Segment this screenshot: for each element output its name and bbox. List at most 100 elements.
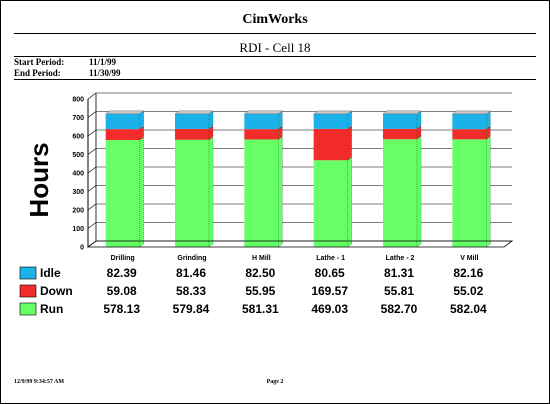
floor [86,240,514,248]
y-tick-label: 600 [72,134,84,141]
bar-top [313,110,353,115]
bar-side-run [347,156,352,248]
bar-top [105,110,145,115]
y-tick-label: 200 [72,208,84,215]
bar-segment-idle [175,113,209,129]
bar-segment-run [105,140,140,247]
y-axis-label: Hours [24,142,54,217]
legend-swatch-down [19,284,37,298]
footer-timestamp: 12/9/99 9:34:57 AM [14,379,64,385]
value-label: 55.81 [384,284,414,298]
value-label: 579.84 [173,302,210,316]
bar-side-down [347,125,352,161]
header-divider [14,79,536,80]
value-label: 582.70 [381,302,418,316]
x-tick-label: Drilling [111,255,135,262]
legend-label-run: Run [40,302,63,316]
gridline-depth [87,166,97,174]
bar-segment-down [105,129,140,141]
axes: 0 100 200 300 400 500 600 700 800 Drilling Grindin… [72,93,514,262]
subtitle-divider [14,56,536,57]
bar-top [382,110,422,115]
bar-side-idle [347,110,352,130]
y-tick-label: 500 [72,152,84,159]
start-period-label: Start Period: [14,57,65,67]
bar-side-down [278,125,283,140]
y-tick-label: 800 [72,97,84,104]
x-tick-label: V Mill [460,255,478,262]
legend-label-down: Down [40,284,73,298]
value-label: 55.95 [245,284,275,298]
gridline-depth [87,129,97,137]
bar-segment-down [383,128,417,140]
footer-page-number: Page 2 [266,379,284,385]
gridline-depth [87,111,97,118]
value-label: 582.04 [450,302,487,316]
end-period-value: 11/30/99 [89,68,121,78]
bar-segment-idle [383,113,417,129]
value-label: 169.57 [311,284,348,298]
legend-label-idle: Idle [40,266,61,280]
value-label: 82.16 [453,266,483,280]
bar-segment-idle [452,113,487,130]
bar-segment-run [452,139,487,247]
bar-segment-down [244,129,279,140]
end-period-label: End Period: [14,68,61,78]
x-tick-label: H Mill [252,255,271,262]
value-label: 82.50 [245,266,275,280]
bar-side-down [486,125,491,140]
bar-top [174,110,214,115]
bar-segment-idle [313,113,348,129]
gridline-depth [87,92,97,100]
legend-swatch-idle [19,266,37,280]
y-tick-label: 100 [72,226,84,233]
gridline-depth [87,203,97,211]
value-label: 82.39 [107,266,137,280]
value-label: 55.02 [453,284,483,298]
value-label: 578.13 [103,302,140,316]
bar-side-idle [208,110,214,130]
y-tick-label: 400 [72,171,84,178]
bar-top [243,110,283,115]
gridlines [87,92,512,248]
bar-side-run [486,135,491,248]
title-divider [14,33,536,34]
bar-segment-down [175,128,209,140]
value-label: 59.08 [107,284,137,298]
x-tick-label: Lathe - 1 [316,255,345,262]
legend-swatch-run [19,302,37,316]
value-label: 81.46 [176,266,206,280]
bar-side-run [139,136,144,248]
gridline-depth [87,148,97,155]
bar-top [451,110,491,115]
bar-side-idle [486,110,491,130]
report-subtitle: RDI - Cell 18 [239,40,311,55]
bars [105,110,491,248]
y-tick-label: 300 [72,189,84,196]
y-tick-label: 0 [80,245,84,252]
value-label: 81.31 [384,266,414,280]
bar-side-run [278,136,283,248]
bar-side-idle [139,110,144,130]
x-tick-label: Lathe - 2 [386,255,415,262]
y-tick-label: 700 [72,115,84,122]
bar-segment-idle [244,113,279,130]
report-title: CimWorks [242,12,308,27]
start-period-value: 11/1/99 [89,57,117,67]
legend: Idle 82.39 81.46 82.50 80.65 81.31 82.16 Down 59… [19,266,487,316]
bar-side-run [208,136,214,248]
value-label: 581.31 [242,302,279,316]
bar-segment-down [452,129,487,140]
bar-segment-run [244,139,279,247]
bar-segment-run [313,160,348,247]
gridline-depth [87,185,97,192]
bar-segment-run [383,139,417,247]
bar-side-down [416,125,422,140]
bar-side-idle [416,110,422,130]
bar-segment-idle [105,113,140,130]
x-tick-label: Grinding [177,255,206,262]
value-label: 58.33 [176,284,206,298]
value-label: 469.03 [311,302,348,316]
gridline-depth [87,222,97,229]
